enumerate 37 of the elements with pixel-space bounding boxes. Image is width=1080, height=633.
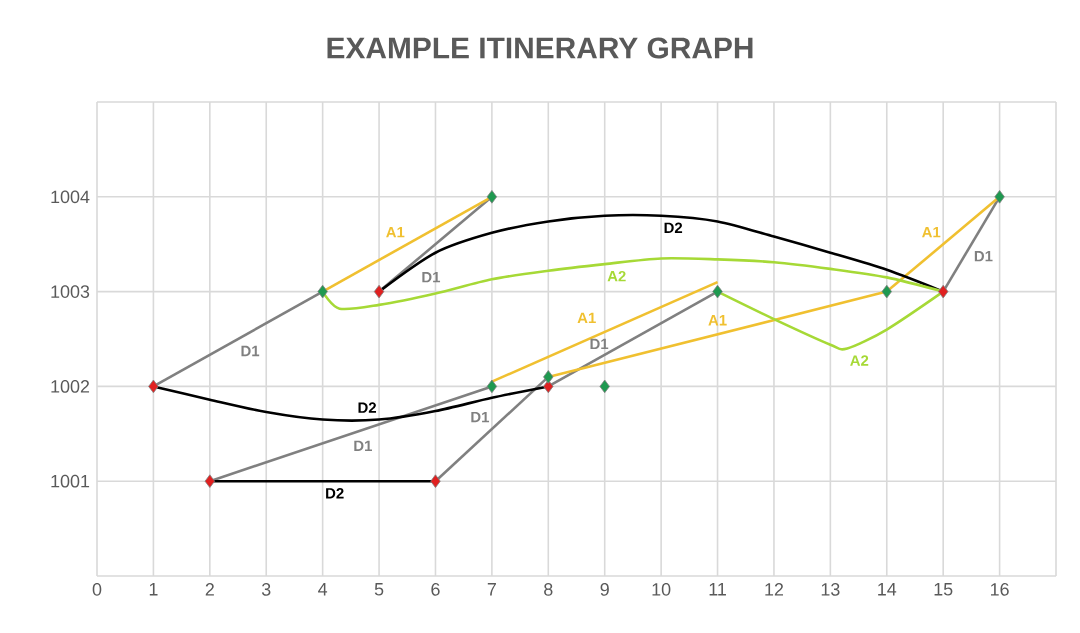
x-tick-label: 5: [374, 583, 384, 596]
series-label: A2: [607, 270, 626, 282]
x-tick-label: 15: [934, 583, 953, 596]
y-tick-label: 1002: [51, 380, 90, 393]
series-label: D1: [422, 272, 441, 283]
series-label: A1: [708, 315, 727, 326]
y-tick-label: 1003: [51, 285, 90, 298]
x-tick-label: 6: [431, 583, 440, 596]
y-tick-label: 1001: [51, 474, 90, 488]
x-tick-label: 0: [92, 583, 102, 596]
x-tick-label: 14: [878, 583, 897, 596]
series-label: D1: [471, 411, 490, 423]
x-tick-label: 8: [544, 583, 553, 596]
x-tick-label: 16: [991, 583, 1009, 596]
series-label: D1: [354, 440, 372, 451]
series-label: A2: [850, 355, 869, 366]
series-label: D2: [326, 487, 344, 499]
x-tick-label: 1: [149, 583, 158, 596]
series-label: D2: [358, 402, 377, 413]
series-label: D1: [974, 251, 993, 262]
x-tick-label: 2: [205, 583, 214, 596]
x-tick-label: 3: [261, 583, 271, 596]
y-tick-label: 1004: [51, 190, 90, 204]
series-label: D1: [241, 345, 260, 357]
x-tick-label: 12: [765, 583, 784, 596]
series-label: A1: [922, 227, 941, 238]
x-tick-label: 13: [821, 583, 840, 596]
x-tick-label: 4: [318, 583, 328, 596]
series-label: D2: [664, 222, 683, 233]
series-label: A1: [577, 312, 596, 324]
x-tick-label: 9: [600, 583, 609, 596]
series-label: D1: [590, 338, 609, 350]
x-tick-label: 7: [487, 583, 496, 596]
series-label: A1: [386, 227, 405, 238]
x-tick-label: 10: [652, 583, 671, 596]
x-tick-label: 11: [709, 583, 726, 596]
chart-title: EXAMPLE ITINERARY GRAPH: [327, 37, 753, 59]
